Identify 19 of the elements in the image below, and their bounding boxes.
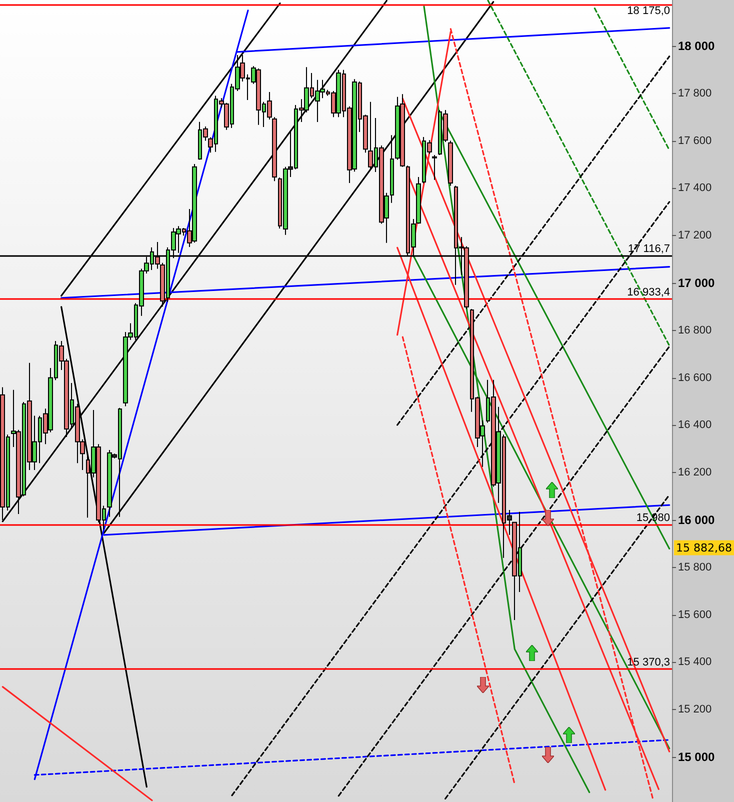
y-tick-label: 17 000	[678, 276, 716, 290]
y-tick-label: 16 800	[678, 324, 712, 336]
y-tick-label: 15 400	[678, 656, 712, 668]
y-tick-label: 17 800	[678, 87, 712, 100]
y-tick-label: 16 200	[678, 466, 712, 479]
y-tick-label: 15 600	[678, 608, 712, 621]
y-tick-label: 18 000	[678, 38, 716, 53]
y-tick-label: 16 400	[678, 419, 712, 432]
ref-line-label: 18 175,0	[627, 5, 670, 18]
y-tick-label: 15 000	[678, 750, 716, 764]
y-tick-label: 15 800	[678, 561, 712, 574]
y-tick-label: 15 200	[678, 704, 712, 716]
y-tick-label: 16 600	[678, 372, 712, 384]
text: 15 882,68	[676, 541, 732, 554]
y-tick-label: 17 400	[678, 182, 712, 194]
ref-line-label: 16 933,4	[627, 286, 670, 298]
y-tick-label: 16 000	[678, 512, 716, 527]
y-tick-label: 17 200	[678, 230, 712, 242]
y-tick-label: 17 600	[678, 134, 712, 147]
